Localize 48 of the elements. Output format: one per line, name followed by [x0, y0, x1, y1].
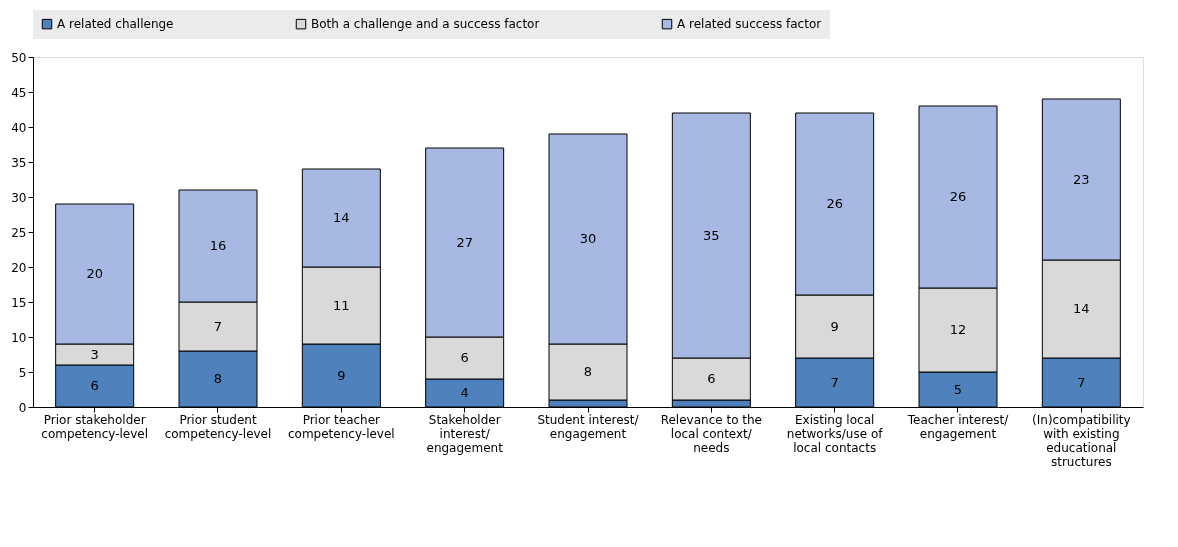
data-label: 26	[826, 196, 843, 211]
x-tick-label: Relevance to the local context/ needs	[660, 412, 762, 455]
data-label: 9	[830, 318, 839, 334]
data-label: 8	[583, 364, 593, 379]
x-tick-label: Prior stakeholder competency-level	[41, 412, 149, 441]
data-label: 26	[949, 189, 967, 204]
data-label: 8	[213, 371, 223, 386]
x-tick-label: Stakeholder interest/ engagement	[426, 412, 504, 455]
y-tick-label: 40	[11, 120, 27, 135]
data-label: 7	[1077, 374, 1086, 390]
x-tick-label: Prior student competency-level	[164, 412, 272, 441]
x-tick-label: Teacher interest/ engagement	[906, 412, 1010, 441]
y-tick-label: 25	[11, 225, 27, 240]
x-tick-label: Student interest/ engagement	[537, 412, 640, 441]
data-label: 5	[953, 381, 963, 397]
data-label: 6	[460, 350, 469, 365]
data-label: 16	[209, 238, 227, 253]
x-tick-label: Existing local networks/use of local contacts	[786, 412, 884, 455]
data-label: 30	[579, 231, 597, 246]
data-label: 6	[707, 371, 716, 386]
y-tick-label: 50	[11, 50, 27, 65]
y-tick-label: 30	[11, 190, 27, 205]
y-tick-label: 45	[11, 85, 27, 100]
y-tick-label: 15	[11, 295, 27, 310]
x-tick-label: Prior teacher competency-level	[287, 412, 395, 441]
data-label: 7	[213, 318, 223, 334]
data-label: 27	[456, 234, 473, 250]
data-label: 4	[460, 385, 469, 400]
data-label: 3	[90, 346, 99, 362]
y-tick-label: 5	[18, 365, 27, 380]
data-label: 20	[86, 266, 103, 281]
y-tick-label: 0	[18, 400, 27, 415]
legend-label: A related success factor	[677, 17, 822, 32]
data-label: 23	[1073, 171, 1090, 187]
data-label: 6	[90, 378, 99, 393]
legend-label: Both a challenge and a success factor	[311, 17, 540, 32]
y-tick-label: 10	[11, 330, 27, 345]
data-label: 14	[333, 210, 350, 225]
data-label: 9	[337, 367, 346, 383]
data-label: 11	[333, 297, 350, 313]
data-label: 35	[703, 227, 720, 243]
y-tick-label: 35	[11, 155, 27, 170]
x-tick-label: (In)compatibility with existing educational structures	[1032, 412, 1131, 469]
legend-label: A related challenge	[57, 17, 174, 32]
data-label: 7	[830, 374, 839, 390]
data-label: 12	[949, 322, 967, 337]
data-label: 14	[1073, 301, 1090, 316]
y-tick-label: 20	[11, 260, 27, 275]
